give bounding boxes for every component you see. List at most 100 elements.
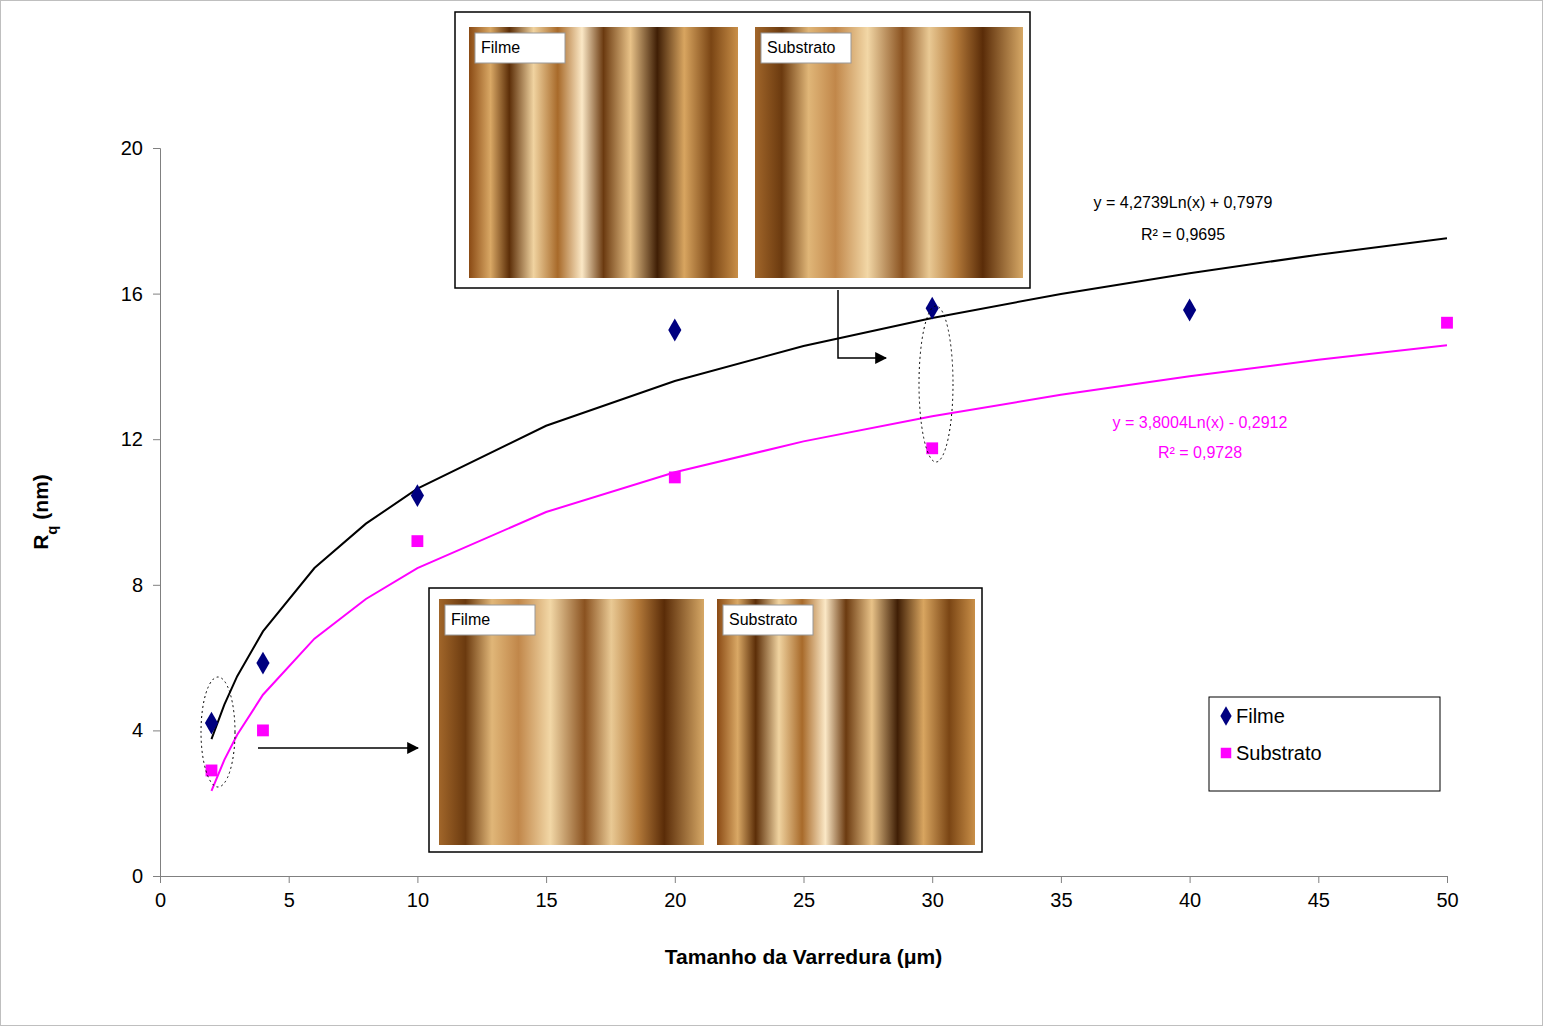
point — [205, 712, 218, 735]
inset-label-box — [723, 605, 813, 635]
x-tick: 0 — [155, 876, 166, 911]
y-tick: 0 — [132, 865, 160, 887]
y-axis-line — [153, 149, 161, 877]
legend: Filme Substrato — [1209, 697, 1440, 791]
y-tick-label: 0 — [132, 865, 143, 887]
x-axis: 0 5 10 15 20 25 30 35 40 45 50 — [155, 876, 1459, 911]
chart: 0 5 10 15 20 25 30 35 40 45 50 0 4 8 12 16 20 Tamanho da … — [0, 0, 1543, 1026]
x-tick-mark — [160, 876, 161, 883]
x-tick: 40 — [1179, 876, 1201, 911]
inset-label: Substrato — [767, 39, 836, 56]
equation: y = 4,2739Ln(x) + 0,7979 — [1094, 194, 1273, 211]
y-tick-label: 20 — [121, 137, 143, 159]
legend-label: Filme — [1236, 705, 1285, 727]
x-tick-label: 20 — [664, 889, 686, 911]
equation: R² = 0,9728 — [1158, 444, 1242, 461]
x-tick: 15 — [535, 876, 557, 911]
x-tick-mark — [804, 876, 805, 883]
y-tick-mark — [153, 148, 160, 149]
y-tick-mark — [153, 439, 160, 440]
legend-marker — [1221, 748, 1231, 758]
callout-arrow — [258, 747, 418, 749]
x-tick-label: 45 — [1308, 889, 1330, 911]
y-tick: 4 — [132, 719, 160, 741]
x-tick-mark — [1061, 876, 1062, 883]
x-axis-title: Tamanho da Varredura (μm) — [665, 945, 942, 968]
point — [206, 765, 218, 777]
y-tick-label: 8 — [132, 574, 143, 596]
legend-marker — [1220, 706, 1231, 726]
afm-image — [439, 599, 704, 845]
x-tick-mark — [1447, 876, 1448, 883]
inset-frame — [455, 12, 1030, 288]
point — [257, 724, 269, 736]
callout-arrow — [838, 290, 886, 358]
y-tick: 8 — [132, 574, 160, 596]
x-tick-label: 25 — [793, 889, 815, 911]
x-tick: 30 — [922, 876, 944, 911]
x-tick: 50 — [1436, 876, 1458, 911]
x-tick: 35 — [1050, 876, 1072, 911]
equation: R² = 0,9695 — [1141, 226, 1225, 243]
x-tick: 20 — [664, 876, 686, 911]
inset-label: Substrato — [729, 611, 798, 628]
y-axis: 0 4 8 12 16 20 — [121, 137, 161, 887]
y-tick: 20 — [121, 137, 160, 159]
inset-label: Filme — [451, 611, 490, 628]
y-tick-label: 12 — [121, 428, 143, 450]
x-tick-mark — [932, 876, 933, 883]
y-tick: 16 — [121, 283, 160, 305]
point — [669, 472, 681, 484]
afm-image — [469, 27, 738, 278]
equation: y = 3,8004Ln(x) - 0,2912 — [1113, 414, 1288, 431]
y-tick-label: 16 — [121, 283, 143, 305]
x-tick: 25 — [793, 876, 815, 911]
point — [411, 484, 424, 507]
x-tick-mark — [1318, 876, 1319, 883]
legend-frame — [1209, 697, 1440, 791]
x-tick-mark — [546, 876, 547, 883]
point — [926, 297, 939, 320]
x-tick-label: 10 — [407, 889, 429, 911]
x-tick-mark — [417, 876, 418, 883]
x-tick: 10 — [407, 876, 429, 911]
x-tick-label: 35 — [1050, 889, 1072, 911]
legend-label: Substrato — [1236, 742, 1322, 764]
x-tick-mark — [675, 876, 676, 883]
inset-label-box — [761, 33, 851, 63]
inset-frame — [429, 588, 982, 852]
afm-image — [755, 27, 1023, 278]
inset-label: Filme — [481, 39, 520, 56]
x-tick-label: 40 — [1179, 889, 1201, 911]
x-tick-label: 30 — [922, 889, 944, 911]
y-axis-title: Rq (nm) — [29, 474, 60, 550]
x-tick: 45 — [1308, 876, 1330, 911]
afm-image — [717, 599, 975, 845]
y-tick-mark — [153, 294, 160, 295]
callout-ellipse — [919, 306, 953, 462]
x-tick-mark — [1190, 876, 1191, 883]
inset: Filme Substrato — [455, 12, 1030, 288]
inset-label-box — [445, 605, 535, 635]
background — [1, 1, 1543, 1026]
point — [256, 652, 269, 675]
x-tick-label: 15 — [535, 889, 557, 911]
x-tick-label: 5 — [284, 889, 295, 911]
point — [1441, 317, 1453, 329]
inset: Filme Substrato — [429, 588, 982, 852]
point — [1183, 299, 1196, 322]
y-tick-mark — [153, 730, 160, 731]
callout-ellipse — [201, 677, 235, 787]
y-tick-label: 4 — [132, 719, 143, 741]
x-tick-label: 50 — [1436, 889, 1458, 911]
y-tick-mark — [153, 876, 160, 877]
x-tick: 5 — [284, 876, 295, 911]
y-tick-mark — [153, 585, 160, 586]
x-tick-label: 0 — [155, 889, 166, 911]
point — [668, 319, 681, 342]
inset-label-box — [475, 33, 565, 63]
x-tick-mark — [289, 876, 290, 883]
point — [411, 535, 423, 547]
y-tick: 12 — [121, 428, 160, 450]
x-axis-line — [161, 877, 1448, 884]
